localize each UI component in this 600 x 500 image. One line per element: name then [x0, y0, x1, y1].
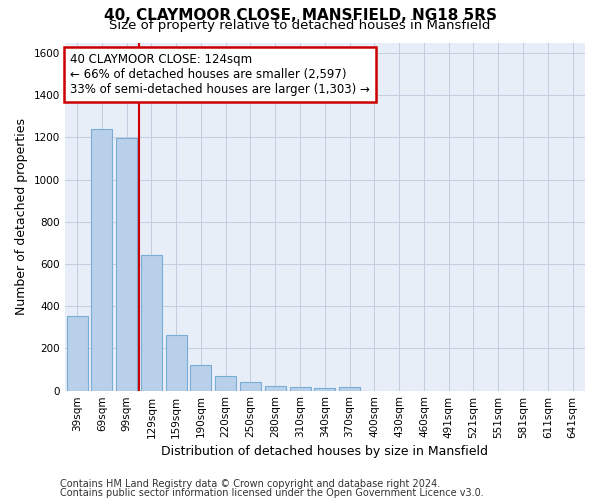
- Text: Contains public sector information licensed under the Open Government Licence v3: Contains public sector information licen…: [60, 488, 484, 498]
- Bar: [141, 254, 162, 390]
- Text: Size of property relative to detached houses in Mansfield: Size of property relative to detached ho…: [109, 19, 491, 32]
- Bar: [116, 138, 137, 390]
- Bar: [314, 388, 335, 390]
- Bar: [91, 129, 112, 390]
- Text: Contains HM Land Registry data © Crown copyright and database right 2024.: Contains HM Land Registry data © Crown c…: [60, 479, 440, 489]
- Bar: [265, 386, 286, 390]
- Bar: [290, 388, 311, 390]
- Bar: [339, 388, 360, 390]
- Y-axis label: Number of detached properties: Number of detached properties: [15, 118, 28, 315]
- Text: 40 CLAYMOOR CLOSE: 124sqm
← 66% of detached houses are smaller (2,597)
33% of se: 40 CLAYMOOR CLOSE: 124sqm ← 66% of detac…: [70, 53, 370, 96]
- X-axis label: Distribution of detached houses by size in Mansfield: Distribution of detached houses by size …: [161, 444, 488, 458]
- Bar: [166, 334, 187, 390]
- Bar: [240, 382, 261, 390]
- Text: 40, CLAYMOOR CLOSE, MANSFIELD, NG18 5RS: 40, CLAYMOOR CLOSE, MANSFIELD, NG18 5RS: [104, 8, 497, 22]
- Bar: [215, 376, 236, 390]
- Bar: [67, 316, 88, 390]
- Bar: [190, 366, 211, 390]
